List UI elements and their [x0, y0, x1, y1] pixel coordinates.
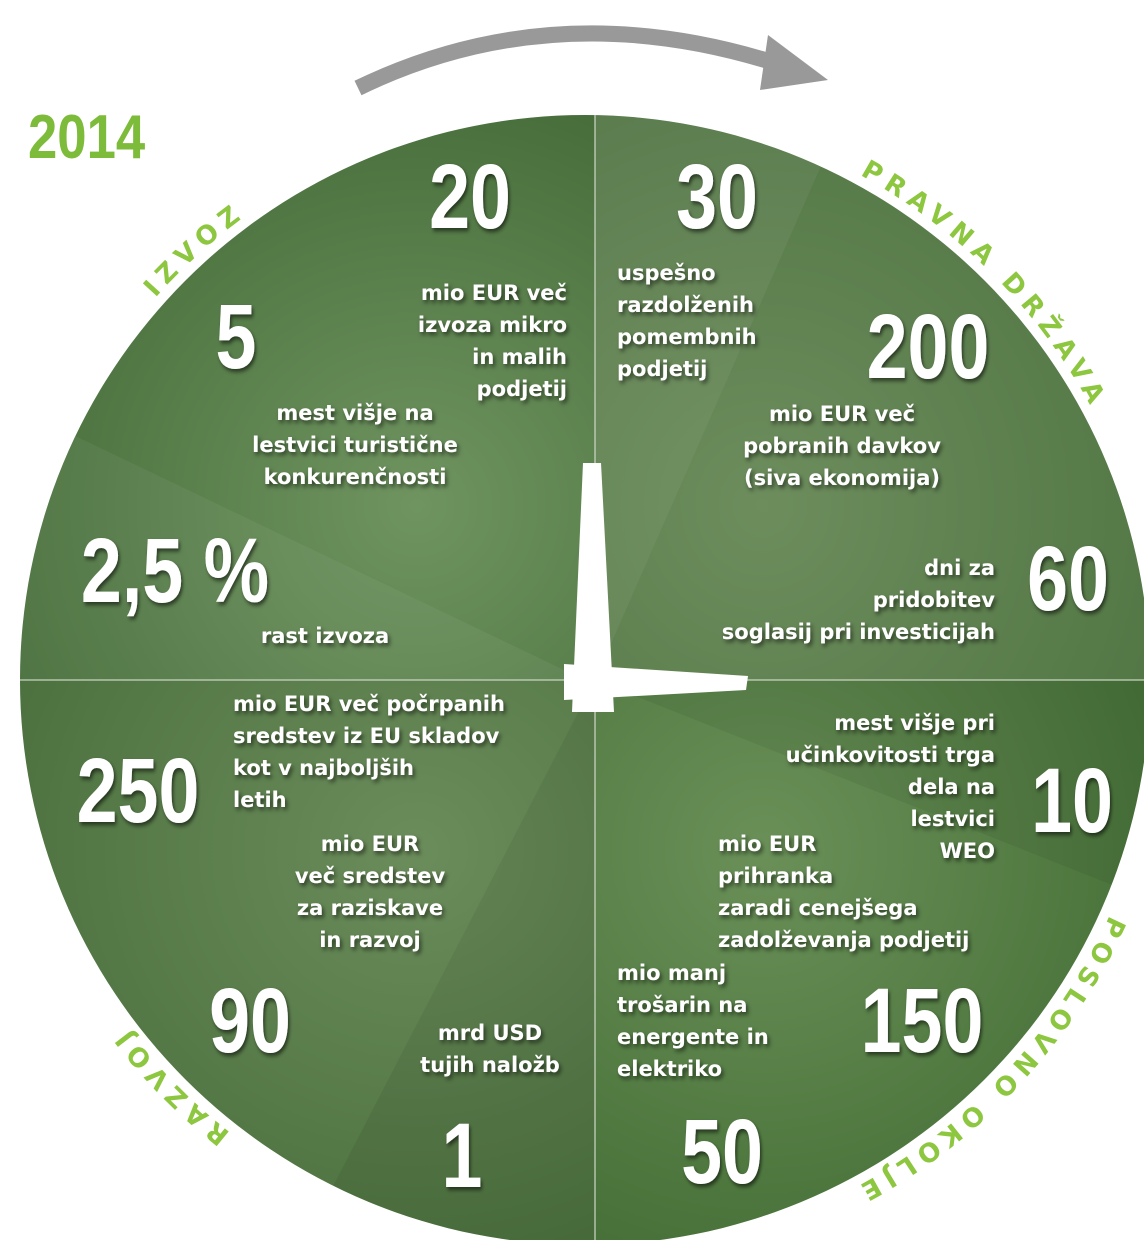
stat-description: učinkovitosti trga — [786, 743, 995, 767]
stat-number: 50 — [681, 1100, 763, 1203]
stat-description: mest višje na — [276, 401, 433, 425]
stat-description: mio EUR več — [769, 402, 915, 426]
stat-number: 30 — [676, 145, 758, 248]
arrow-head — [760, 35, 828, 90]
stat-description: lestvici — [910, 807, 995, 831]
stat-description: zaradi cenejšega — [718, 896, 918, 920]
stat-description: WEO — [940, 839, 995, 863]
stat-description: mio EUR — [718, 832, 816, 856]
stat-description: sredstev iz EU skladov — [233, 724, 500, 748]
stat-description: pridobitev — [873, 588, 996, 612]
stat-number: 2,5 % — [81, 519, 269, 622]
stat-description: soglasij pri investicijah — [722, 620, 995, 644]
arrow — [358, 33, 790, 88]
stat-description: dni za — [924, 556, 995, 580]
stat-number: 200 — [867, 295, 990, 398]
stat-description: uspešno — [617, 261, 716, 285]
stat-number: 20 — [429, 145, 511, 248]
stat-description: mio manj — [617, 961, 726, 985]
infographic: 2014 IZVOZ20mio EUR večizvoza mikroin ma… — [0, 0, 1144, 1240]
stat-number: 5 — [216, 285, 257, 388]
stat-description: lestvici turistične — [252, 433, 458, 457]
stat-description: rast izvoza — [261, 624, 389, 648]
stat-description: mio EUR več — [421, 281, 567, 305]
stat-number: 250 — [77, 739, 200, 842]
stat: 90 — [209, 969, 291, 1072]
stat-description: letih — [233, 788, 287, 812]
stat-number: 150 — [861, 969, 984, 1072]
stat: 250 — [77, 739, 200, 842]
stat: 50 — [681, 1100, 763, 1203]
stat-description: kot v najboljših — [233, 756, 414, 780]
stat-description: izvoza mikro — [418, 313, 567, 337]
stat: 30 — [676, 145, 758, 248]
stat-description: pomembnih — [617, 325, 757, 349]
stat-description: pobranih davkov — [743, 434, 941, 458]
stat-description: mest višje pri — [834, 711, 995, 735]
stat-description: mrd USD — [438, 1021, 542, 1045]
stat: 2,5 % — [81, 519, 269, 622]
stat-number: 60 — [1027, 527, 1109, 630]
stat-description: energente in — [617, 1025, 769, 1049]
stat: 150 — [861, 969, 984, 1072]
stat-number: 10 — [1031, 749, 1113, 852]
stat-description: tujih naložb — [420, 1053, 560, 1077]
stat-description: trošarin na — [617, 993, 747, 1017]
stat-description: elektriko — [617, 1057, 722, 1081]
stat-description: konkurenčnosti — [264, 465, 447, 489]
stat-number: 90 — [209, 969, 291, 1072]
stat-description: mio EUR več počrpanih — [233, 692, 505, 716]
stat: 60 — [1027, 527, 1109, 630]
stat-description: mio EUR — [321, 832, 419, 856]
stat-description: zadolževanja podjetij — [718, 928, 969, 952]
stat-description: za raziskave — [297, 896, 443, 920]
stat-description: podjetij — [617, 357, 707, 381]
stat: 5 — [216, 285, 257, 388]
stat-description: (siva ekonomija) — [744, 466, 940, 490]
stat: 1 — [442, 1104, 483, 1207]
stat-description: več sredstev — [295, 864, 446, 888]
stat: 10 — [1031, 749, 1113, 852]
stat-description: in razvoj — [319, 928, 421, 952]
stat-description: dela na — [908, 775, 995, 799]
stat: 200 — [867, 295, 990, 398]
stat: 20 — [429, 145, 511, 248]
stat-description: razdolženih — [617, 293, 754, 317]
stat-number: 1 — [442, 1104, 483, 1207]
year: 2014 — [28, 103, 145, 172]
stat-description: in malih — [472, 345, 567, 369]
stat-description: podjetij — [477, 377, 567, 401]
stat-description: prihranka — [718, 864, 833, 888]
